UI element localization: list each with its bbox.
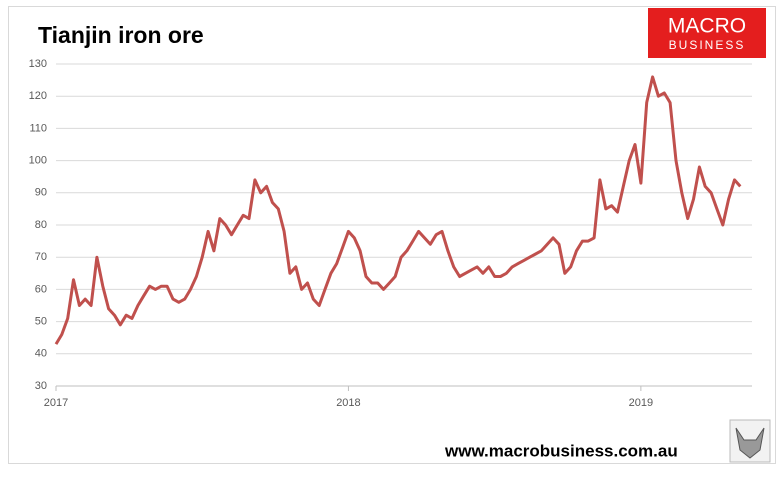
y-tick-label: 50 [35,316,47,328]
chart-title: Tianjin iron ore [38,22,204,48]
footer-url: www.macrobusiness.com.au [444,441,678,460]
chart-frame [8,6,776,464]
y-tick-label: 60 [35,283,47,295]
y-tick-label: 100 [29,155,47,167]
y-tick-label: 70 [35,251,47,263]
data-line [54,75,742,345]
x-tick-label: 2019 [629,397,653,409]
fox-icon [729,419,771,463]
logo-text: MACRO [668,15,746,38]
y-tick-label: 80 [35,219,47,231]
y-tick-label: 30 [35,380,47,392]
y-tick-label: 90 [35,187,47,199]
logo-text: BUSINESS [669,38,746,52]
logo-box [648,8,766,58]
y-tick-label: 120 [29,90,47,102]
y-tick-label: 130 [29,58,47,70]
y-tick-label: 110 [29,122,47,134]
x-tick-label: 2017 [44,397,68,409]
y-tick-label: 40 [35,348,47,360]
x-tick-label: 2018 [336,397,360,409]
